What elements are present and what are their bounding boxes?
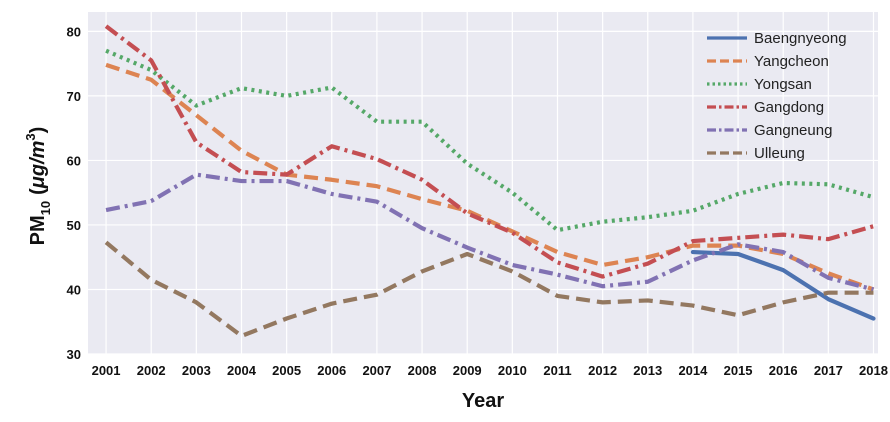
y-tick-label: 40 xyxy=(67,282,81,297)
y-axis-title: PM10(μg/m3) xyxy=(23,127,53,246)
x-tick-label: 2007 xyxy=(362,363,391,378)
x-tick-label: 2009 xyxy=(453,363,482,378)
y-tick-label: 70 xyxy=(67,89,81,104)
series-line-ulleung xyxy=(104,240,874,339)
x-tick-label: 2010 xyxy=(498,363,527,378)
series-line-gangdong xyxy=(104,24,875,279)
x-tick-label: 2016 xyxy=(769,363,798,378)
x-tick-label: 2015 xyxy=(724,363,753,378)
legend-label-gangdong: Gangdong xyxy=(754,99,824,116)
series-line-gangneung xyxy=(105,172,875,292)
x-tick-label: 2017 xyxy=(814,363,843,378)
y-tick-labels: 30 40 50 60 70 80 xyxy=(67,24,81,362)
x-tick-label: 2002 xyxy=(137,363,166,378)
x-tick-label: 2011 xyxy=(543,363,571,378)
x-axis-title: Year xyxy=(462,390,504,412)
plot-area xyxy=(88,12,878,354)
series-line-yongsan xyxy=(105,48,875,233)
x-tick-label: 2012 xyxy=(588,363,617,378)
x-tick-label: 2018 xyxy=(859,363,888,378)
y-tick-label: 60 xyxy=(67,153,81,168)
x-tick-label: 2013 xyxy=(633,363,662,378)
x-tick-label: 2004 xyxy=(227,363,257,378)
x-tick-labels: 2001 2002 2003 2004 2005 2006 2007 2008 2009 2010… xyxy=(92,363,888,378)
x-tick-label: 2001 xyxy=(92,363,121,378)
legend-label-ulleung: Ulleung xyxy=(754,145,805,162)
legend: Baengnyeong Yangcheon Yongsan Gangdong Gangn… xyxy=(707,30,847,162)
x-tick-label: 2008 xyxy=(408,363,437,378)
legend-label-baengnyeong: Baengnyeong xyxy=(754,30,847,47)
legend-label-yongsan: Yongsan xyxy=(754,76,812,93)
y-tick-label: 30 xyxy=(67,347,81,362)
series-lines xyxy=(104,24,876,339)
legend-label-gangneung: Gangneung xyxy=(754,122,832,139)
series-line-baengnyeong xyxy=(690,249,876,321)
x-tick-label: 2005 xyxy=(272,363,301,378)
x-tick-label: 2003 xyxy=(182,363,211,378)
y-tick-label: 50 xyxy=(67,218,81,233)
x-tick-label: 2014 xyxy=(678,363,708,378)
y-tick-label: 80 xyxy=(67,24,81,39)
x-tick-label: 2006 xyxy=(317,363,346,378)
legend-label-yangcheon: Yangcheon xyxy=(754,53,829,70)
